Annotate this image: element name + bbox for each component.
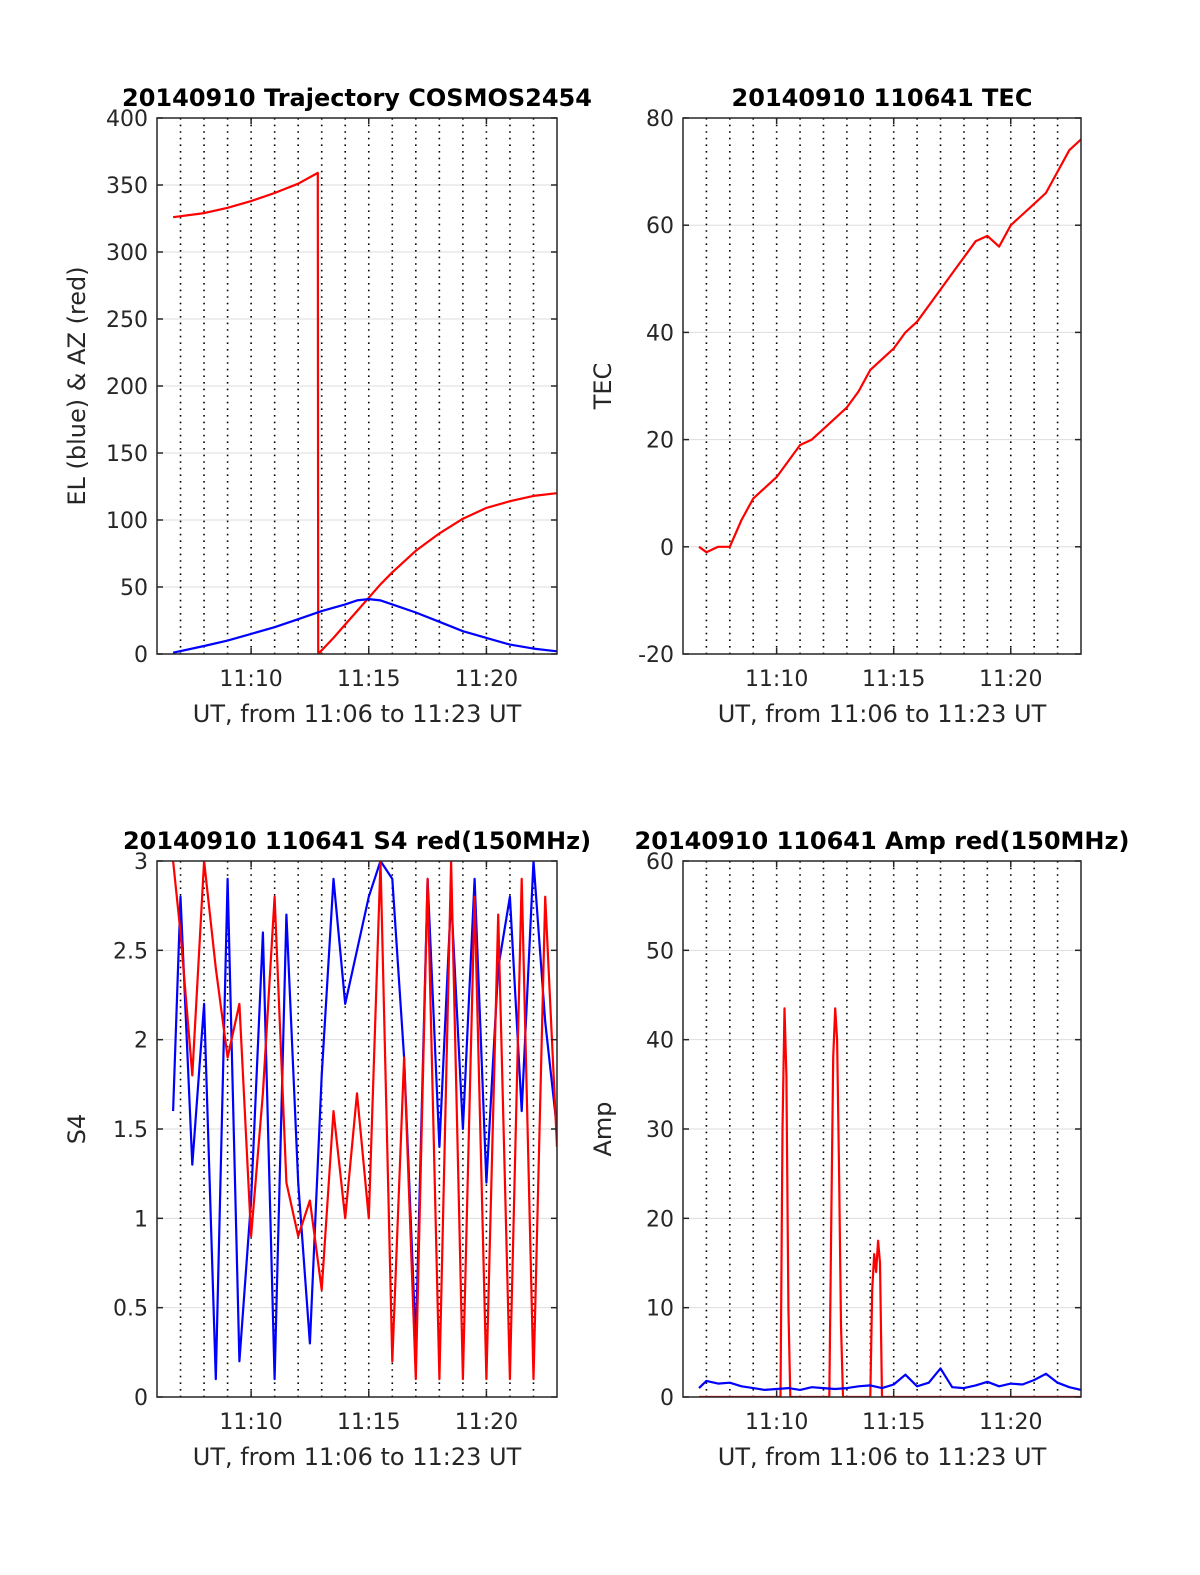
s4-series-red-line [172, 861, 557, 1381]
trajectory-ytick-label: 200 [106, 375, 148, 400]
amp-ytick-label: 10 [646, 1297, 674, 1322]
amp-xtick-label: 11:15 [862, 1410, 925, 1435]
s4-ytick-label: 2 [134, 1029, 148, 1054]
tec-series-red-line [698, 138, 1081, 554]
s4-series-group [172, 861, 557, 1381]
trajectory-xtick-label: 11:10 [219, 667, 282, 692]
tec-ytick-label: 40 [646, 321, 674, 346]
amp-ytick-label: 60 [646, 850, 674, 875]
amp-ytick-label: 20 [646, 1207, 674, 1232]
tec-xtick-label: 11:20 [979, 667, 1042, 692]
s4-ytick-label: 2.5 [113, 939, 148, 964]
trajectory-ytick-label: 400 [106, 107, 148, 132]
trajectory-xlabel: UT, from 11:06 to 11:23 UT [193, 700, 522, 728]
s4-title: 20140910 110641 S4 red(150MHz) [123, 827, 591, 855]
s4-xtick-label: 11:20 [455, 1410, 518, 1435]
tec-ytick-label: 0 [660, 536, 674, 561]
tec-ylabel: TEC [589, 363, 617, 411]
trajectory-ytick-label: 300 [106, 241, 148, 266]
amp-ytick-label: 0 [660, 1386, 674, 1411]
trajectory-series-red-line [172, 171, 557, 654]
trajectory-series-group [172, 171, 557, 654]
trajectory-xtick-label: 11:15 [337, 667, 400, 692]
trajectory-ytick-label: 0 [134, 643, 148, 668]
tec-ytick-label: 60 [646, 214, 674, 239]
amp-series-group [698, 1007, 1081, 1397]
amp-chart: 0 10 20 30 40 50 60 11:10 11:15 11:20 20140910 110… [589, 827, 1129, 1471]
s4-series-blue-line [172, 861, 557, 1381]
s4-xtick-label: 11:10 [219, 1410, 282, 1435]
trajectory-ytick-label: 100 [106, 509, 148, 534]
trajectory-title: 20140910 Trajectory COSMOS2454 [122, 84, 592, 112]
amp-ytick-label: 50 [646, 939, 674, 964]
trajectory-xtick-label: 11:20 [455, 667, 518, 692]
amp-series-red-line [699, 1007, 1081, 1397]
tec-ytick-label: 20 [646, 429, 674, 454]
s4-ytick-label: 1.5 [113, 1118, 148, 1143]
trajectory-ytick-label: 350 [106, 174, 148, 199]
amp-series-blue-line [698, 1367, 1081, 1392]
amp-xtick-label: 11:10 [745, 1410, 808, 1435]
s4-xtick-label: 11:15 [337, 1410, 400, 1435]
tec-ytick-label: 80 [646, 107, 674, 132]
amp-ytick-label: 40 [646, 1029, 674, 1054]
trajectory-ytick-label: 250 [106, 308, 148, 333]
s4-chart: 0 0.5 1 1.5 2 2.5 3 11:10 11:15 11:20 20140910 110… [63, 827, 591, 1471]
s4-xlabel: UT, from 11:06 to 11:23 UT [193, 1443, 522, 1471]
trajectory-chart: 0 50 100 150 200 250 300 350 400 11:10 11:15 11:20 2… [63, 84, 592, 728]
trajectory-ytick-label: 50 [120, 576, 148, 601]
tec-xtick-label: 11:15 [862, 667, 925, 692]
amp-xtick-label: 11:20 [979, 1410, 1042, 1435]
tec-series-group [698, 138, 1081, 554]
s4-ylabel: S4 [63, 1114, 91, 1145]
tec-axes-frame [682, 117, 1082, 655]
s4-ytick-label: 0 [134, 1386, 148, 1411]
tec-chart: -20 0 20 40 60 80 11:10 11:15 11:20 20140910 1106… [589, 84, 1082, 728]
tec-xtick-label: 11:10 [745, 667, 808, 692]
amp-title: 20140910 110641 Amp red(150MHz) [635, 827, 1130, 855]
amp-ylabel: Amp [589, 1101, 617, 1156]
s4-ytick-label: 1 [134, 1207, 148, 1232]
tec-ytick-label: -20 [638, 643, 674, 668]
tec-plot-area [683, 118, 1081, 654]
tec-xlabel: UT, from 11:06 to 11:23 UT [718, 700, 1047, 728]
trajectory-ylabel: EL (blue) & AZ (red) [63, 266, 91, 505]
trajectory-series-blue-line [172, 597, 557, 654]
s4-ytick-label: 3 [134, 850, 148, 875]
amp-xlabel: UT, from 11:06 to 11:23 UT [718, 1443, 1047, 1471]
tec-title: 20140910 110641 TEC [732, 84, 1033, 112]
amp-ytick-label: 30 [646, 1118, 674, 1143]
s4-ytick-label: 0.5 [113, 1297, 148, 1322]
trajectory-ytick-label: 150 [106, 442, 148, 467]
